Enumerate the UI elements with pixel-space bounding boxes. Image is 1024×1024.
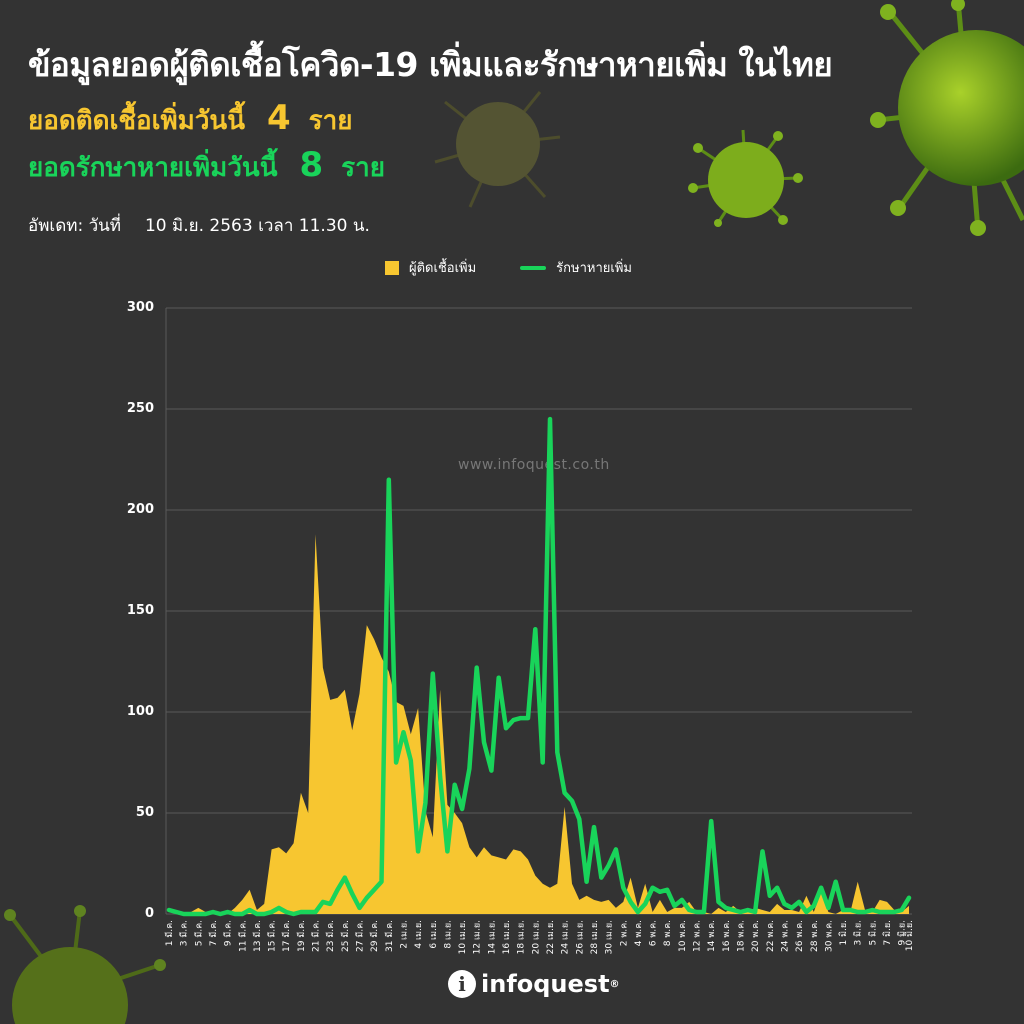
x-tick-label: 20 เม.ย. [531, 920, 541, 954]
x-tick-label: 22 พ.ค. [766, 920, 776, 952]
x-tick-label: 12 พ.ค. [693, 920, 703, 952]
x-tick-label: 28 เม.ย. [590, 920, 600, 954]
infected-label: ยอดติดเชื้อเพิ่มวันนี้ [28, 106, 245, 136]
x-tick-label: 18 พ.ค. [737, 920, 747, 952]
x-tick-label: 24 เม.ย. [561, 920, 571, 954]
legend-label-infected: ผู้ติดเชื้อเพิ่ม [409, 261, 477, 276]
x-tick-label: 26 พ.ค. [795, 920, 805, 952]
x-tick-label: 7 มี.ค. [208, 920, 219, 946]
x-tick-label: 8 พ.ค. [663, 920, 673, 946]
y-tick-label: 200 [126, 502, 154, 517]
y-tick-label: 250 [126, 401, 154, 416]
x-tick-label: 10 พ.ค. [678, 920, 688, 952]
recovered-value: 8 [299, 145, 324, 185]
chart-x-ticks: 1 มี.ค. 3 มี.ค. 5 มี.ค. 7 มี.ค. 9 มี.ค. 11 มี… [164, 920, 915, 954]
x-tick-label: 30 พ.ค. [824, 920, 834, 952]
x-tick-label: 5 มี.ค. [193, 920, 204, 946]
y-tick-label: 300 [126, 300, 154, 315]
x-tick-label: 9 มี.ค. [223, 920, 234, 946]
chart-legend: ผู้ติดเชื้อเพิ่ม รักษาหายเพิ่ม [385, 257, 632, 278]
x-tick-label: 11 มี.ค. [237, 920, 248, 952]
legend-swatch-recovered [520, 265, 547, 270]
virus-illustration-faded [434, 91, 561, 208]
x-tick-label: 16 เม.ย. [502, 920, 512, 954]
chart-area-layer [169, 534, 909, 914]
y-tick-label: 100 [126, 704, 154, 719]
x-tick-label: 7 มิ.ย. [882, 920, 893, 946]
chart-line-layer [166, 416, 912, 917]
chart-gridlines [165, 307, 912, 915]
x-tick-label: 14 เม.ย. [487, 920, 497, 954]
legend-label-recovered: รักษาหายเพิ่ม [556, 261, 632, 276]
x-tick-label: 4 เม.ย. [414, 920, 424, 949]
series-infected-area [169, 534, 909, 914]
watermark: www.infoquest.co.th [458, 457, 610, 473]
infected-unit: ราย [308, 106, 353, 136]
updated-label: อัพเดท: วันที่ [28, 216, 121, 236]
x-tick-label: 26 เม.ย. [575, 920, 585, 954]
x-tick-label: 12 เม.ย. [473, 920, 483, 954]
update-timestamp: อัพเดท: วันที่ 10 มิ.ย. 2563 เวลา 11.30 น… [28, 212, 370, 239]
virus-illustration-medium [688, 129, 803, 227]
x-tick-label: 25 มี.ค. [340, 920, 351, 952]
x-tick-label: 3 มิ.ย. [853, 920, 864, 946]
x-tick-label: 20 พ.ค. [751, 920, 761, 952]
x-tick-label: 22 เม.ย. [546, 920, 556, 954]
registered-mark: ® [609, 978, 620, 990]
y-tick-label: 0 [144, 906, 154, 921]
page-title: ข้อมูลยอดผู้ติดเชื้อโควิด-19 เพิ่มและรัก… [28, 45, 833, 84]
recovered-unit: ราย [341, 153, 385, 183]
x-tick-label: 27 มี.ค. [355, 920, 366, 952]
x-tick-label: 10 มิ.ย. [904, 920, 915, 951]
brand-name: infoquest [481, 970, 610, 998]
x-tick-label: 10 เม.ย. [458, 920, 468, 954]
legend-swatch-infected [385, 260, 399, 275]
brand-logo: i infoquest ® [448, 970, 620, 998]
x-tick-label: 14 พ.ค. [707, 920, 717, 952]
x-tick-label: 8 เม.ย. [443, 920, 453, 949]
virus-illustration-bottom [4, 905, 166, 1024]
virus-illustration-large [870, 0, 1024, 236]
infected-today: ยอดติดเชื้อเพิ่มวันนี้ 4 ราย [28, 98, 352, 141]
x-tick-label: 1 มิ.ย. [838, 920, 849, 946]
x-tick-label: 19 มี.ค. [296, 920, 307, 952]
x-tick-label: 17 มี.ค. [281, 920, 292, 952]
x-tick-label: 21 มี.ค. [311, 920, 322, 952]
x-tick-label: 16 พ.ค. [722, 920, 732, 952]
recovered-today: ยอดรักษาหายเพิ่มวันนี้ 8 ราย [28, 145, 385, 188]
info-icon: i [448, 970, 476, 998]
x-tick-label: 18 เม.ย. [517, 920, 527, 954]
infected-value: 4 [266, 98, 291, 138]
x-tick-label: 2 พ.ค. [619, 920, 629, 946]
x-tick-label: 2 เม.ย. [400, 920, 410, 949]
x-tick-label: 1 มี.ค. [164, 920, 175, 946]
y-tick-label: 150 [126, 603, 154, 618]
x-tick-label: 30 เม.ย. [605, 920, 615, 954]
x-tick-label: 29 มี.ค. [369, 920, 380, 952]
x-tick-label: 24 พ.ค. [780, 920, 790, 952]
x-tick-label: 6 พ.ค. [649, 920, 659, 946]
x-tick-label: 15 มี.ค. [267, 920, 278, 952]
series-recovered-line [166, 416, 912, 917]
x-tick-label: 31 มี.ค. [384, 920, 395, 952]
x-tick-label: 5 มิ.ย. [867, 920, 878, 946]
x-tick-label: 3 มี.ค. [179, 920, 190, 946]
x-tick-label: 23 มี.ค. [325, 920, 336, 952]
x-tick-label: 6 เม.ย. [429, 920, 439, 949]
updated-value: 10 มิ.ย. 2563 เวลา 11.30 น. [144, 216, 370, 236]
x-tick-label: 13 มี.ค. [252, 920, 263, 952]
x-tick-label: 9 มิ.ย. [897, 920, 908, 946]
x-tick-label: 4 พ.ค. [634, 920, 644, 946]
recovered-label: ยอดรักษาหายเพิ่มวันนี้ [28, 153, 278, 183]
y-tick-label: 50 [135, 805, 154, 820]
x-tick-label: 28 พ.ค. [810, 920, 820, 952]
